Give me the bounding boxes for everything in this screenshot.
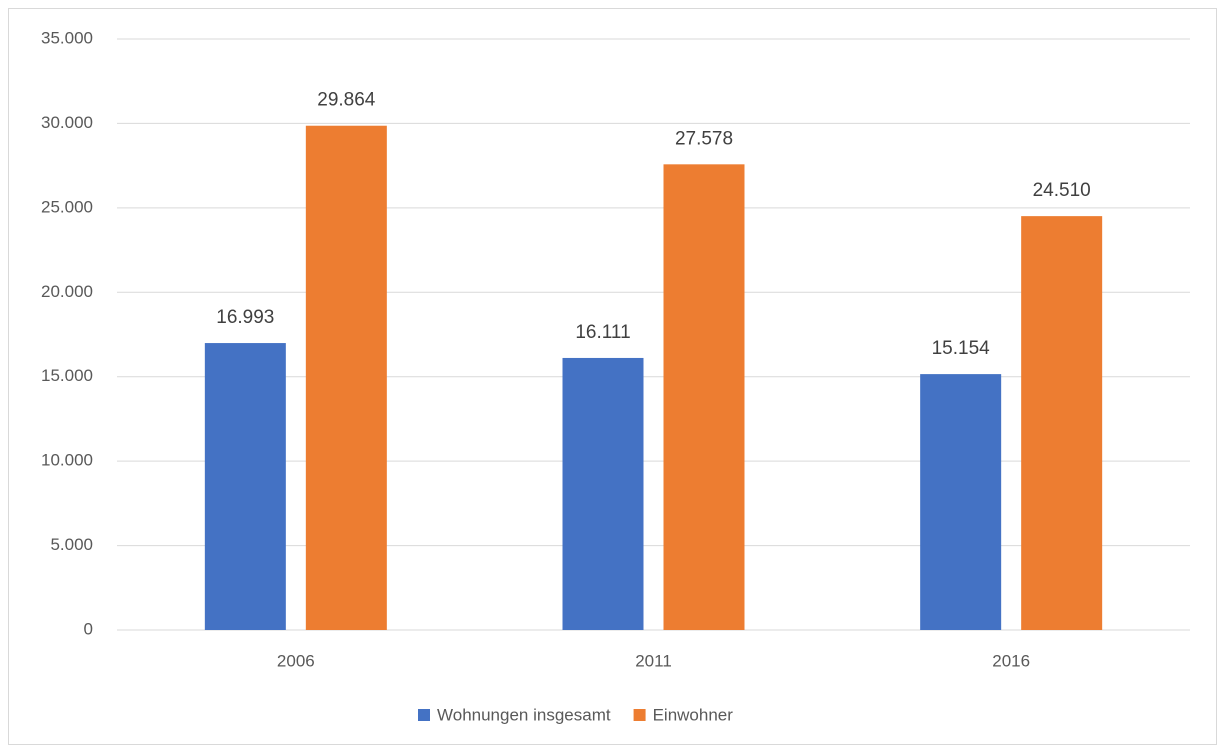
x-tick-label: 2006 — [277, 651, 315, 670]
bar — [663, 164, 745, 630]
data-label: 27.578 — [675, 128, 733, 149]
data-label: 16.993 — [216, 307, 274, 328]
legend-swatch — [418, 709, 430, 721]
legend-label: Einwohner — [653, 705, 734, 724]
data-label: 29.864 — [317, 90, 376, 111]
x-tick-label: 2011 — [635, 651, 672, 670]
y-tick-label: 20.000 — [41, 282, 93, 301]
bar — [204, 343, 286, 630]
bar — [305, 125, 387, 630]
y-tick-label: 35.000 — [41, 28, 93, 47]
y-tick-label: 30.000 — [41, 113, 93, 132]
y-tick-label: 15.000 — [41, 366, 93, 385]
y-tick-label: 5.000 — [50, 535, 93, 554]
data-label: 15.154 — [932, 338, 991, 359]
legend-swatch — [633, 709, 646, 721]
data-label: 16.111 — [575, 322, 630, 343]
y-tick-label: 25.000 — [41, 197, 93, 216]
data-label: 24.510 — [1033, 180, 1091, 201]
y-tick-label: 10.000 — [41, 451, 93, 470]
y-tick-label: 0 — [84, 619, 93, 638]
x-tick-label: 2016 — [992, 651, 1030, 670]
legend-label: Wohnungen insgesamt — [437, 705, 611, 724]
bar — [1021, 216, 1103, 630]
bar — [562, 357, 644, 630]
bar — [920, 374, 1002, 630]
